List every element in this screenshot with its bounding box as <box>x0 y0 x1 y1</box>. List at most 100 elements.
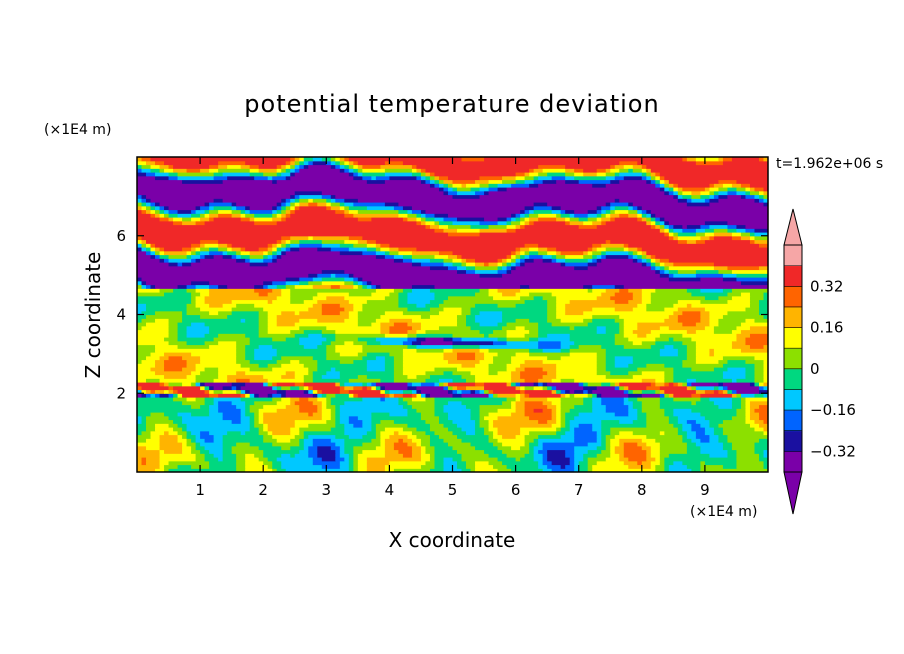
contour-cell <box>727 224 738 229</box>
contour-cell <box>141 393 147 398</box>
contour-cell <box>484 385 517 391</box>
contour-cell <box>736 378 756 383</box>
contour-cell <box>407 412 422 417</box>
contour-cell <box>574 325 598 331</box>
contour-cell <box>659 269 665 274</box>
contour-cell <box>339 385 345 391</box>
contour-cell <box>524 224 580 229</box>
contour-cell <box>416 344 454 349</box>
contour-cell <box>366 280 372 286</box>
contour-cell <box>470 307 548 312</box>
contour-cell <box>668 464 688 469</box>
contour-cell <box>303 164 309 169</box>
contour-cell <box>758 265 768 271</box>
contour-cell <box>556 295 598 301</box>
contour-cell <box>249 389 278 394</box>
contour-cell <box>303 329 323 334</box>
contour-cell <box>330 397 363 402</box>
contour-cell <box>443 457 454 462</box>
contour-cell <box>677 299 701 304</box>
contour-cell <box>420 213 427 218</box>
contour-cell <box>637 408 643 413</box>
contour-cell <box>565 412 580 417</box>
contour-cell <box>339 284 354 289</box>
contour-cell <box>614 318 625 323</box>
contour-cell <box>155 363 165 368</box>
contour-cell <box>601 438 607 443</box>
contour-cell <box>452 344 481 349</box>
contour-cell <box>664 179 670 184</box>
contour-cell <box>398 247 418 252</box>
contour-cell <box>542 442 589 447</box>
contour-cell <box>542 367 557 372</box>
contour-cell <box>542 457 548 462</box>
contour-cell <box>668 232 674 237</box>
contour-cell <box>420 393 427 398</box>
contour-cell <box>632 340 643 346</box>
contour-cell <box>425 175 431 181</box>
contour-cell <box>542 258 553 263</box>
contour-cell <box>434 175 440 181</box>
contour-cell <box>335 412 341 417</box>
contour-cell <box>646 442 661 447</box>
contour-cell <box>668 183 674 188</box>
contour-cell <box>146 427 156 432</box>
contour-cell <box>601 292 616 297</box>
contour-cell <box>664 190 670 196</box>
contour-cell <box>542 168 566 173</box>
contour-cell <box>628 337 656 342</box>
contour-cell <box>371 175 377 181</box>
contour-cell <box>677 430 688 436</box>
contour-cell <box>488 393 494 398</box>
contour-cell <box>538 175 553 181</box>
contour-cell <box>520 370 548 376</box>
contour-cell <box>547 247 557 252</box>
contour-cell <box>429 183 436 188</box>
contour-cell <box>497 303 517 308</box>
contour-cell <box>155 172 170 177</box>
contour-cell <box>411 288 431 293</box>
contour-cell <box>556 419 562 424</box>
contour-cell <box>529 393 562 398</box>
contour-cell <box>137 288 161 293</box>
contour-cell <box>137 310 143 316</box>
contour-cell <box>398 438 404 443</box>
contour-cell <box>610 453 620 458</box>
contour-cell <box>520 427 557 432</box>
contour-cell <box>637 213 643 218</box>
contour-cell <box>137 434 152 439</box>
contour-cell <box>632 355 688 361</box>
contour-cell <box>150 247 156 252</box>
contour-cell <box>745 194 756 199</box>
contour-cell <box>524 299 548 304</box>
contour-cell <box>425 460 436 466</box>
contour-cell <box>317 408 323 413</box>
contour-cell <box>276 172 282 177</box>
contour-cell <box>191 352 237 357</box>
contour-cell <box>312 389 318 394</box>
contour-cell <box>299 198 309 203</box>
contour-cell <box>457 389 463 394</box>
contour-cell <box>299 164 305 169</box>
contour-cell <box>236 370 246 376</box>
contour-cell <box>434 404 445 409</box>
contour-cell <box>475 303 499 308</box>
contour-cell <box>258 427 264 432</box>
contour-cell <box>443 370 454 376</box>
contour-cell <box>628 412 638 417</box>
contour-cell <box>146 457 161 462</box>
contour-cell <box>191 209 197 214</box>
contour-cell <box>668 468 692 472</box>
contour-cell <box>209 164 219 169</box>
contour-cell <box>150 254 156 259</box>
contour-cell <box>623 164 634 169</box>
x-tick-label: 3 <box>322 481 332 499</box>
contour-cell <box>371 415 422 421</box>
contour-cell <box>344 442 363 447</box>
contour-cell <box>457 449 485 454</box>
contour-cell <box>686 464 701 469</box>
contour-cell <box>619 198 679 203</box>
contour-cell <box>182 262 192 267</box>
contour-cell <box>704 239 751 244</box>
contour-cell <box>691 190 701 196</box>
